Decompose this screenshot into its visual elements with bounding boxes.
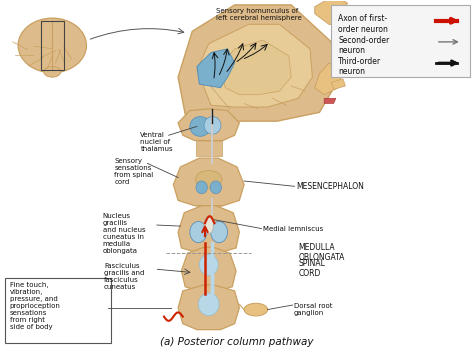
Text: Axon of first-
order neuron: Axon of first- order neuron <box>338 15 388 34</box>
Ellipse shape <box>204 116 221 134</box>
Polygon shape <box>178 109 239 141</box>
Polygon shape <box>220 40 291 95</box>
Polygon shape <box>315 0 357 28</box>
Ellipse shape <box>210 222 228 243</box>
Text: Second-order
neuron: Second-order neuron <box>338 36 390 55</box>
Text: Nucleus
gracilis
and nucleus
cuneatus in
medulla
oblongata: Nucleus gracilis and nucleus cuneatus in… <box>103 213 146 254</box>
Text: Fasciculus
gracilis and
fasciculus
cuneatus: Fasciculus gracilis and fasciculus cunea… <box>104 263 145 290</box>
Ellipse shape <box>190 222 207 243</box>
Polygon shape <box>178 206 239 252</box>
Text: Dorsal root
ganglion: Dorsal root ganglion <box>293 302 332 316</box>
Polygon shape <box>173 158 244 206</box>
Polygon shape <box>198 285 219 291</box>
Text: Sensory homunculus of
left cerebral hemisphere: Sensory homunculus of left cerebral hemi… <box>216 8 301 21</box>
FancyBboxPatch shape <box>5 278 111 343</box>
Text: (a) Posterior column pathway: (a) Posterior column pathway <box>160 337 314 346</box>
Text: Fine touch,
vibration,
pressure, and
proprioception
sensations
from right
side o: Fine touch, vibration, pressure, and pro… <box>10 282 61 330</box>
Text: Medial lemniscus: Medial lemniscus <box>263 225 323 231</box>
Ellipse shape <box>196 170 222 188</box>
Polygon shape <box>178 285 239 330</box>
Text: SPINAL
CORD: SPINAL CORD <box>298 258 325 278</box>
Ellipse shape <box>44 66 61 77</box>
Polygon shape <box>196 141 222 156</box>
Text: MESENCEPHALON: MESENCEPHALON <box>296 182 364 191</box>
Polygon shape <box>197 24 312 107</box>
Text: MEDULLA
OBLONGATA: MEDULLA OBLONGATA <box>298 243 345 262</box>
Bar <box>40 21 64 70</box>
Polygon shape <box>182 247 236 291</box>
Polygon shape <box>324 98 336 104</box>
Ellipse shape <box>244 303 268 316</box>
Polygon shape <box>315 63 343 95</box>
Polygon shape <box>197 49 235 88</box>
Ellipse shape <box>196 181 207 194</box>
Polygon shape <box>196 110 222 121</box>
Ellipse shape <box>210 181 221 194</box>
Ellipse shape <box>18 18 86 73</box>
Ellipse shape <box>199 254 218 275</box>
Ellipse shape <box>190 116 210 136</box>
Ellipse shape <box>204 216 213 234</box>
Polygon shape <box>198 247 219 252</box>
Polygon shape <box>178 5 336 121</box>
Text: Third-order
neuron: Third-order neuron <box>338 57 382 76</box>
Text: Sensory
sensations
from spinal
cord: Sensory sensations from spinal cord <box>115 158 154 185</box>
Ellipse shape <box>198 293 219 316</box>
Polygon shape <box>331 79 346 89</box>
FancyBboxPatch shape <box>331 5 470 77</box>
Text: Ventral
nuclei of
thalamus: Ventral nuclei of thalamus <box>140 132 173 152</box>
